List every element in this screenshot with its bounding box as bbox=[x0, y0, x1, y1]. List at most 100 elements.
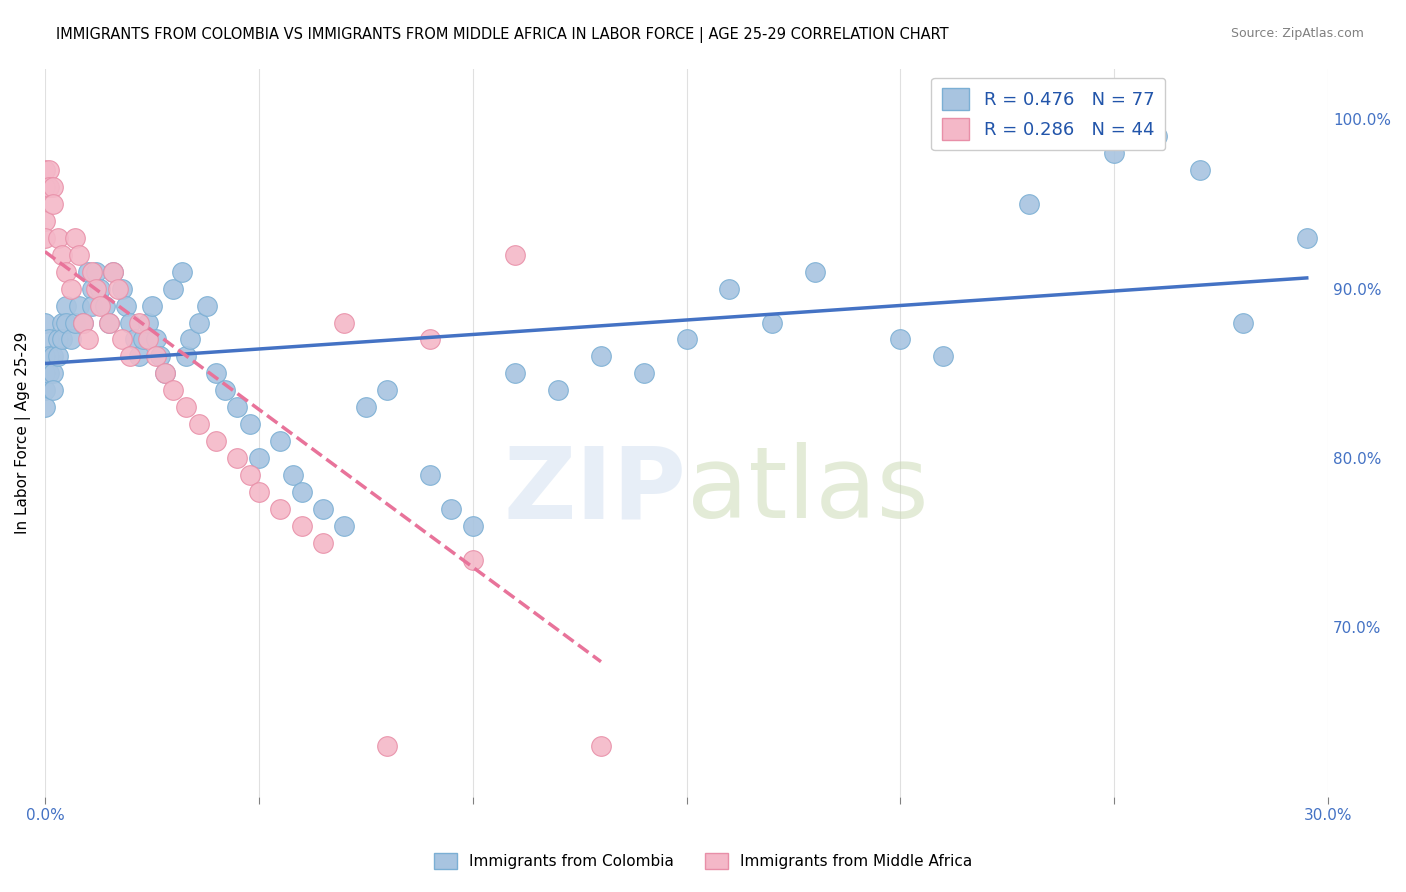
Point bbox=[269, 501, 291, 516]
Point bbox=[589, 350, 612, 364]
Point bbox=[1232, 316, 1254, 330]
Point bbox=[111, 282, 134, 296]
Point bbox=[633, 367, 655, 381]
Point bbox=[42, 367, 65, 381]
Point bbox=[34, 163, 56, 178]
Point bbox=[239, 417, 262, 431]
Point bbox=[63, 231, 86, 245]
Point bbox=[375, 739, 398, 753]
Point bbox=[312, 535, 335, 549]
Point bbox=[205, 434, 228, 448]
Point bbox=[89, 282, 111, 296]
Point bbox=[94, 299, 117, 313]
Point bbox=[51, 333, 73, 347]
Point bbox=[34, 384, 56, 398]
Point bbox=[34, 350, 56, 364]
Point bbox=[226, 450, 249, 465]
Point bbox=[675, 333, 697, 347]
Point bbox=[103, 265, 125, 279]
Point bbox=[34, 367, 56, 381]
Point bbox=[38, 333, 60, 347]
Point bbox=[718, 282, 741, 296]
Point bbox=[98, 316, 121, 330]
Point bbox=[46, 333, 69, 347]
Point bbox=[153, 367, 176, 381]
Point bbox=[419, 467, 441, 482]
Point bbox=[51, 248, 73, 262]
Point bbox=[214, 384, 236, 398]
Point bbox=[187, 316, 209, 330]
Point bbox=[38, 367, 60, 381]
Point bbox=[124, 333, 146, 347]
Point bbox=[1018, 197, 1040, 211]
Point bbox=[174, 350, 197, 364]
Point bbox=[46, 350, 69, 364]
Point bbox=[51, 316, 73, 330]
Point bbox=[505, 248, 527, 262]
Point bbox=[34, 400, 56, 414]
Point bbox=[132, 333, 155, 347]
Text: atlas: atlas bbox=[686, 442, 928, 540]
Point bbox=[55, 265, 77, 279]
Point bbox=[67, 248, 90, 262]
Point bbox=[55, 316, 77, 330]
Point bbox=[239, 467, 262, 482]
Point bbox=[1295, 231, 1317, 245]
Legend: R = 0.476   N = 77, R = 0.286   N = 44: R = 0.476 N = 77, R = 0.286 N = 44 bbox=[931, 78, 1166, 151]
Point bbox=[72, 316, 94, 330]
Point bbox=[333, 316, 356, 330]
Point bbox=[38, 180, 60, 194]
Point bbox=[80, 265, 103, 279]
Point bbox=[145, 350, 167, 364]
Legend: Immigrants from Colombia, Immigrants from Middle Africa: Immigrants from Colombia, Immigrants fro… bbox=[427, 847, 979, 875]
Point bbox=[179, 333, 201, 347]
Text: IMMIGRANTS FROM COLOMBIA VS IMMIGRANTS FROM MIDDLE AFRICA IN LABOR FORCE | AGE 2: IMMIGRANTS FROM COLOMBIA VS IMMIGRANTS F… bbox=[56, 27, 949, 43]
Point bbox=[197, 299, 219, 313]
Point bbox=[128, 350, 150, 364]
Point bbox=[153, 367, 176, 381]
Point bbox=[247, 450, 270, 465]
Point bbox=[419, 333, 441, 347]
Point bbox=[46, 231, 69, 245]
Point bbox=[136, 333, 159, 347]
Point bbox=[170, 265, 193, 279]
Point bbox=[42, 350, 65, 364]
Point bbox=[55, 299, 77, 313]
Point bbox=[290, 484, 312, 499]
Point bbox=[440, 501, 463, 516]
Point bbox=[375, 384, 398, 398]
Point bbox=[889, 333, 911, 347]
Point bbox=[1188, 163, 1211, 178]
Point bbox=[63, 316, 86, 330]
Text: Source: ZipAtlas.com: Source: ZipAtlas.com bbox=[1230, 27, 1364, 40]
Point bbox=[111, 333, 134, 347]
Point bbox=[84, 265, 107, 279]
Point bbox=[59, 333, 82, 347]
Point bbox=[269, 434, 291, 448]
Point bbox=[187, 417, 209, 431]
Point bbox=[505, 367, 527, 381]
Point bbox=[281, 467, 304, 482]
Point bbox=[34, 214, 56, 228]
Point bbox=[107, 282, 129, 296]
Point bbox=[162, 282, 184, 296]
Point bbox=[98, 316, 121, 330]
Point bbox=[247, 484, 270, 499]
Point bbox=[1146, 129, 1168, 144]
Point bbox=[354, 400, 377, 414]
Point bbox=[312, 501, 335, 516]
Point bbox=[120, 316, 142, 330]
Point bbox=[461, 552, 484, 566]
Point bbox=[145, 333, 167, 347]
Point bbox=[804, 265, 827, 279]
Point bbox=[42, 197, 65, 211]
Point bbox=[115, 299, 138, 313]
Point bbox=[141, 299, 163, 313]
Point bbox=[80, 282, 103, 296]
Point bbox=[38, 163, 60, 178]
Point bbox=[34, 316, 56, 330]
Point bbox=[72, 316, 94, 330]
Point bbox=[67, 299, 90, 313]
Y-axis label: In Labor Force | Age 25-29: In Labor Force | Age 25-29 bbox=[15, 332, 31, 533]
Point bbox=[932, 350, 955, 364]
